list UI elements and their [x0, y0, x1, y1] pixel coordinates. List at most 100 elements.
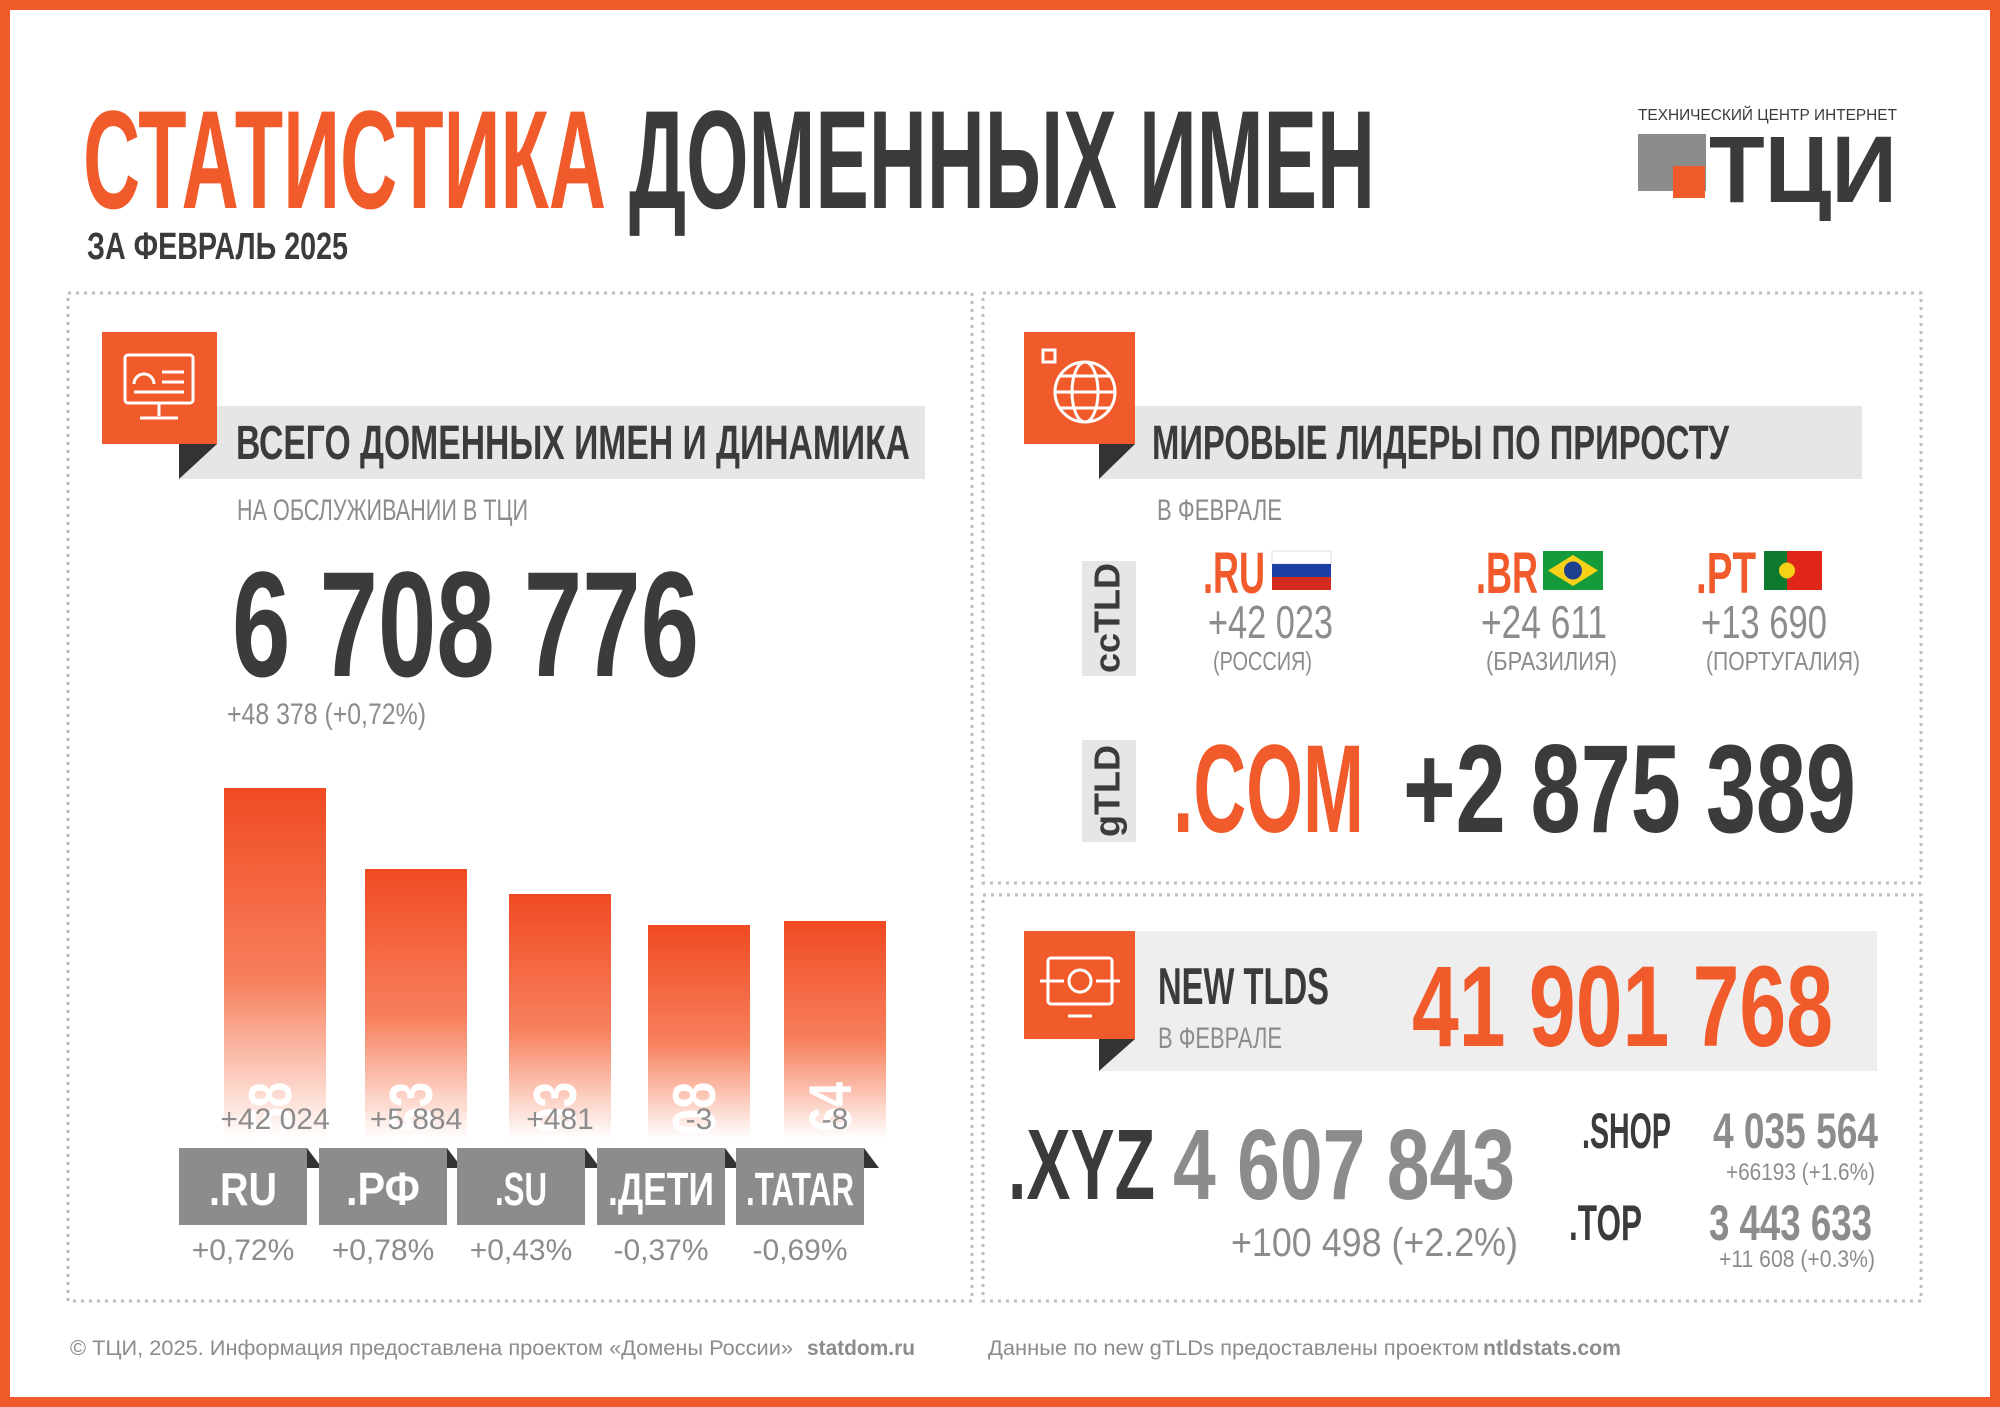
title-accent: СТАТИСТИКА: [83, 81, 606, 238]
zone-bar: [509, 894, 611, 1139]
icon-box: [102, 332, 217, 444]
icon-line: [1041, 348, 1057, 364]
fold: [1099, 1039, 1135, 1071]
footer-link: ntldstats.com: [1483, 1337, 1621, 1360]
zone-label-box: [736, 1148, 864, 1225]
title: ДОМЕННЫХ ИМЕН: [629, 81, 1375, 238]
zone-bar: [224, 788, 326, 1139]
other-zone: .TOP: [1569, 1195, 1642, 1251]
section-heading: МИРОВЫЕ ЛИДЕРЫ ПО ПРИРОСТУ: [1152, 417, 1730, 470]
flag-stripe: [1272, 577, 1331, 590]
cctld-change: +13 690: [1701, 596, 1827, 648]
section-subheading: В ФЕВРАЛЕ: [1157, 494, 1282, 527]
section-heading: NEW TLDS: [1158, 958, 1329, 1016]
gtld-zone: .COM: [1173, 720, 1364, 859]
zone-percent: +0,72%: [192, 1234, 295, 1267]
flag-circle: [1564, 561, 1582, 580]
logo-caption: ТЕХНИЧЕСКИЙ ЦЕНТР ИНТЕРНЕТ: [1638, 105, 1897, 124]
gtld-label: gTLD: [1087, 745, 1128, 837]
panel-leaders: [981, 291, 1923, 885]
section-subheading: В ФЕВРАЛЕ: [1158, 1022, 1282, 1055]
zone-label-box: [597, 1148, 725, 1225]
total-change: +48 378 (+0,72%): [227, 698, 426, 731]
label-box: [1082, 740, 1136, 842]
zone-name: .РФ: [346, 1163, 420, 1215]
logo-accent: [1673, 166, 1705, 198]
zone-change: +481: [526, 1103, 594, 1136]
zone-bar: [784, 921, 886, 1139]
icon-box: [1024, 332, 1135, 444]
flag-emblem: [1779, 562, 1795, 579]
flag-brazil: [1543, 551, 1603, 590]
other-change: +11 608 (+0.3%): [1719, 1246, 1875, 1273]
label-box: [1082, 561, 1136, 676]
flag-field: [1764, 551, 1787, 590]
panel-total: [66, 291, 974, 1303]
monitor-icon: [123, 353, 195, 420]
heading-banner: [1099, 406, 1862, 479]
zone-name: .ДЕТИ: [608, 1163, 714, 1215]
other-zone: .SHOP: [1582, 1103, 1671, 1159]
footer-note: Данные по new gTLDs предоставлены проект…: [988, 1337, 1479, 1360]
fold: [179, 444, 217, 479]
footer-note: © ТЦИ, 2025. Информация предоставлена пр…: [70, 1337, 793, 1360]
zone-change: -3: [686, 1103, 713, 1136]
top-zone: .XYZ: [1008, 1109, 1155, 1221]
zone-bars: 5 836 058+42 024.RU+0,72%758 653+5 884.Р…: [179, 788, 886, 1286]
new-tlds-total: 41 901 768: [1412, 943, 1833, 1071]
cctld-country: (РОССИЯ): [1213, 646, 1312, 676]
zone-label-fold: [864, 1148, 879, 1168]
zone-percent: +0,43%: [470, 1234, 573, 1267]
other-change: +66193 (+1.6%): [1726, 1159, 1875, 1186]
gtld-change: +2 875 389: [1403, 720, 1856, 859]
flag-russia: [1271, 550, 1332, 590]
zone-name: .TATAR: [746, 1163, 854, 1215]
cctld-zone: .RU: [1203, 541, 1265, 606]
zone-label-box: [179, 1148, 307, 1225]
zone-bar: [365, 869, 467, 1139]
top-change: +100 498 (+2.2%): [1231, 1221, 1518, 1265]
flag-stripe: [1272, 564, 1331, 577]
top-count: 4 607 843: [1173, 1109, 1515, 1221]
zone-name: .SU: [495, 1163, 547, 1215]
subtitle: ЗА ФЕВРАЛЬ 2025: [87, 226, 348, 268]
zone-change: -8: [822, 1103, 849, 1136]
zone-change: +5 884: [370, 1103, 463, 1136]
heading-banner: [179, 406, 925, 479]
zone-bar: [648, 925, 750, 1139]
icon-line: [132, 372, 156, 385]
flag-portugal: [1764, 551, 1822, 590]
cctld-label: ccTLD: [1087, 563, 1128, 673]
flag-stripe: [1271, 550, 1332, 565]
footer-link: statdom.ru: [807, 1337, 915, 1360]
cctld-country: (ПОРТУГАЛИЯ): [1706, 646, 1860, 676]
other-count: 4 035 564: [1713, 1103, 1878, 1159]
globe-icon: [1041, 348, 1117, 424]
other-count: 3 443 633: [1709, 1195, 1872, 1251]
section-heading: ВСЕГО ДОМЕННЫХ ИМЕН И ДИНАМИКА: [236, 417, 910, 470]
network-icon: [1040, 956, 1120, 1018]
heading-banner: [1099, 931, 1877, 1071]
zone-percent: -0,69%: [752, 1234, 847, 1267]
cctld-zone: .BR: [1476, 541, 1538, 606]
zone-percent: -0,37%: [613, 1234, 708, 1267]
icon-line: [1067, 968, 1093, 994]
other-zones: .SHOP 4 035 564+66193 (+1.6%) .TOP 3 443 63…: [1569, 1103, 1878, 1273]
icon-box: [1024, 931, 1135, 1039]
total-value: 6 708 776: [232, 540, 699, 708]
cctld-change: +42 023: [1208, 596, 1333, 648]
zone-label-box: [319, 1148, 447, 1225]
fold: [1099, 444, 1135, 479]
cctld-change: +24 611: [1481, 596, 1607, 648]
zone-label-fold: [307, 1148, 322, 1168]
logo-text: ТЦИ: [1709, 117, 1897, 223]
zone-percent: +0,78%: [332, 1234, 435, 1267]
zone-label-fold: [585, 1148, 600, 1168]
cctld-list: .RU+42 023(РОССИЯ) .BR+24 611(БРАЗИЛИЯ) .P…: [1203, 541, 1860, 676]
flags: [1271, 550, 1822, 590]
cctld-country: (БРАЗИЛИЯ): [1486, 646, 1617, 676]
zone-name: .RU: [209, 1163, 277, 1215]
